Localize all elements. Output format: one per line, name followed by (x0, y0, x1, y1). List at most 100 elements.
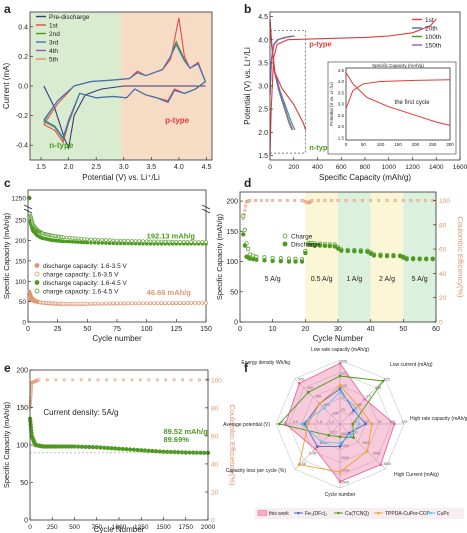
efficiency-point (122, 378, 125, 382)
y-tick-label: 0 (234, 320, 238, 327)
data-point (93, 241, 97, 245)
radar-point (393, 422, 396, 426)
discharge-point (303, 250, 308, 256)
y-tick-label: 2.5 (258, 107, 268, 114)
x-tick-label: 1200 (405, 164, 420, 171)
panel-label: e (4, 361, 11, 375)
radar-tick-label: 2000 (341, 468, 349, 472)
n-type-label: n-type (309, 143, 332, 152)
radar-point (338, 445, 342, 448)
x-tick-label: 800 (360, 164, 371, 171)
radar-axis-label: Cycle number (325, 492, 356, 498)
legend-entry: Discharge (291, 242, 321, 249)
data-point (96, 238, 101, 242)
discharge-point (335, 246, 341, 251)
legend-entry: Fe₃(DFc)₂ (305, 511, 327, 517)
data-point (82, 301, 87, 306)
radar-point (306, 422, 310, 426)
legend-entry: Pre-discharge (49, 14, 90, 21)
discharge-point (378, 253, 383, 258)
x-tick-label: 4.5 (202, 164, 212, 171)
y2-tick-label: 80 (439, 222, 447, 229)
radar-axis-label: Energy density Wh/kg (241, 360, 290, 366)
legend-entry: 150th (425, 43, 442, 50)
radar-point (306, 390, 310, 394)
y-tick-label: 3.0 (258, 84, 268, 91)
data-point (148, 301, 153, 306)
radar-tick-label: 1500 (341, 456, 349, 460)
capacity-point (98, 445, 103, 450)
inset-x-tick-label: 0 (345, 142, 348, 147)
legend-entry: charge capacity: 1.6-3.5 V (43, 272, 119, 279)
radar-point (316, 445, 319, 448)
radar-point (338, 374, 342, 378)
y-tick-label: 0.2 (18, 54, 28, 61)
panel-label: a (4, 2, 11, 16)
x-tick-label: 100 (141, 326, 153, 333)
efficiency-point (62, 378, 66, 382)
efficiency-point (244, 204, 248, 208)
data-point (185, 301, 190, 305)
inset-x-tick-label: 100 (377, 142, 385, 147)
legend-marker (282, 241, 288, 247)
data-point (104, 241, 108, 245)
capacity-point (150, 448, 155, 454)
data-point (200, 240, 205, 244)
efficiency-point (401, 199, 405, 202)
data-point (170, 239, 175, 244)
data-point (100, 238, 104, 242)
data-point (118, 238, 123, 243)
data-point (115, 301, 119, 306)
radar-tick-label: 75 (341, 396, 345, 400)
legend-marker (34, 288, 40, 294)
x-tick-label: 20 (301, 326, 309, 333)
p-type-label: p-type (165, 116, 190, 125)
capacity-point (94, 445, 99, 450)
x-tick-label: 10 (269, 326, 277, 333)
legend-marker (337, 511, 340, 515)
y-tick-label: 50 (230, 289, 238, 296)
y2-tick-label: 20 (211, 489, 219, 496)
efficiency-point (369, 199, 373, 202)
x-tick-label: 1500 (156, 524, 171, 531)
capacity-point (102, 445, 107, 450)
discharge-point (286, 259, 292, 264)
x-tick-label: 1400 (429, 164, 444, 171)
data-point (193, 240, 197, 244)
efficiency-point (409, 199, 413, 202)
discharge-point (299, 259, 305, 264)
discharge-point (270, 258, 275, 264)
y-tick-label: 150 (226, 229, 238, 236)
data-point (82, 240, 87, 245)
radar-tick-label: 500 (352, 431, 358, 435)
rate-label: 5 A/g (265, 276, 281, 283)
radar-tick-label: 2.0 (305, 420, 310, 424)
y-tick-label: 0 (22, 320, 26, 327)
capacity-point (87, 444, 92, 450)
radar-point (338, 441, 342, 445)
discharge-point (365, 249, 370, 255)
efficiency-point (336, 199, 340, 202)
x-tick-label: 0 (28, 524, 32, 531)
y2-tick-label: 100 (211, 377, 222, 384)
y-tick-label: 100 (226, 259, 238, 266)
capacity-annotation-orange: 46.66 mAh/g (147, 288, 192, 297)
legend-entry: 4th (49, 48, 58, 55)
capacity-point (179, 450, 185, 455)
radar-point (363, 397, 367, 401)
y-tick-label: 0 (24, 518, 28, 525)
legend-entry: 20th (425, 26, 438, 33)
radar-tick-label: 1500 (362, 441, 370, 445)
radar-tick-label: 75 (377, 420, 381, 424)
capacity-point (79, 444, 85, 449)
inset-discharge-curve (345, 72, 451, 126)
efficiency-point (139, 378, 142, 382)
data-point (178, 301, 182, 305)
inset-x-tick-label: 250 (429, 142, 437, 147)
axis-break (201, 208, 211, 214)
data-point (76, 301, 81, 306)
data-point (178, 240, 182, 244)
discharge-point (417, 256, 422, 262)
legend-entry: discharge capacity: 1.6-4.5 V (43, 280, 127, 287)
radar-tick-label: 50 (365, 420, 369, 424)
